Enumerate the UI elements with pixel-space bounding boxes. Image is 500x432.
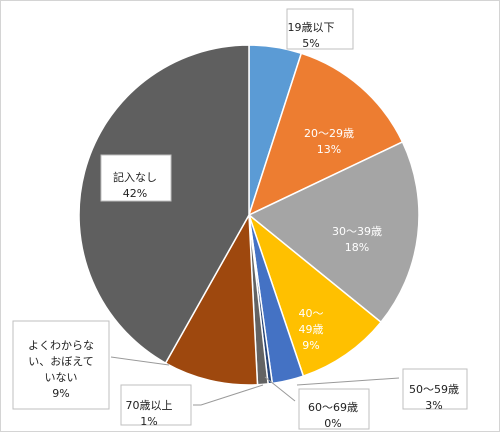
slice-label-2: 20～29歳 13%	[304, 127, 354, 156]
label-box-5	[402, 368, 468, 410]
label-box-7	[120, 384, 192, 426]
slice-label-5: 50～59歳 3%	[409, 383, 459, 412]
slice-label-9: 記入なし 42%	[113, 170, 157, 200]
leader-line-7	[193, 384, 264, 406]
slice-label-6: 60～69歳 0%	[308, 401, 358, 430]
pie-slice-8	[164, 212, 259, 386]
slice-label-3: 30～39歳 18%	[332, 225, 382, 254]
leader-line-8	[110, 356, 170, 366]
leader-line-6	[264, 376, 296, 402]
slice-label-4: 40～ 49歳 9%	[299, 307, 324, 352]
label-box-1	[286, 8, 354, 50]
slice-label-1: 19歳以下 5%	[288, 21, 335, 50]
pie-slice-3	[247, 140, 420, 324]
label-box-9	[100, 154, 172, 202]
leader-line-5	[296, 377, 400, 386]
label-box-6	[298, 388, 370, 430]
pie-slice-9	[78, 44, 250, 365]
slice-label-8: よくわからない、おぼえていない 9%	[28, 339, 94, 400]
pie-slice-2	[247, 52, 404, 217]
pie-slice-4	[247, 212, 383, 378]
slice-label-7: 70歳以上 1%	[126, 399, 173, 428]
label-box-8	[12, 320, 110, 410]
